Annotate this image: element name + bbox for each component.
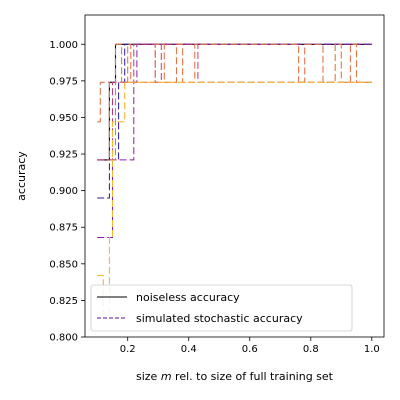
x-axis-title-variable: m [161, 370, 172, 383]
y-tick-label: 0.800 [49, 333, 78, 344]
x-tick-label: 0.6 [242, 344, 258, 355]
y-axis: 0.800 0.825 0.850 0.875 0.900 0.925 0.950 0.975… [49, 40, 85, 344]
y-tick-label: 1.000 [49, 40, 78, 51]
y-axis-title: accuracy [15, 151, 28, 201]
plot-frame [84, 14, 385, 338]
legend-box [90, 284, 353, 332]
x-axis-title: size m rel. to size of full training set [136, 370, 334, 383]
x-axis-title-prefix: size [136, 370, 161, 383]
x-tick-label: 0.8 [303, 344, 319, 355]
y-tick-label: 0.900 [49, 186, 78, 197]
legend-label-noiseless: noiseless accuracy [136, 291, 240, 304]
legend-label-stochastic: simulated stochastic accuracy [136, 312, 303, 325]
x-tick-label: 1.0 [364, 344, 380, 355]
x-tick-label: 0.4 [181, 344, 197, 355]
x-tick-label: 0.2 [120, 344, 136, 355]
y-tick-label: 0.975 [49, 76, 78, 87]
series-layer [97, 43, 372, 315]
series-line-4 [97, 43, 372, 161]
y-tick-label: 0.875 [49, 223, 78, 234]
y-tick-label: 0.925 [49, 150, 78, 161]
x-axis: 0.2 0.4 0.6 0.8 1.0 [120, 337, 380, 355]
y-tick-label: 0.825 [49, 296, 78, 307]
legend: noiseless accuracy simulated stochastic … [90, 284, 353, 332]
x-axis-title-suffix: rel. to size of full training set [172, 370, 334, 383]
series-line-1 [97, 43, 372, 199]
y-tick-label: 0.850 [49, 259, 78, 270]
y-tick-label: 0.950 [49, 113, 78, 124]
